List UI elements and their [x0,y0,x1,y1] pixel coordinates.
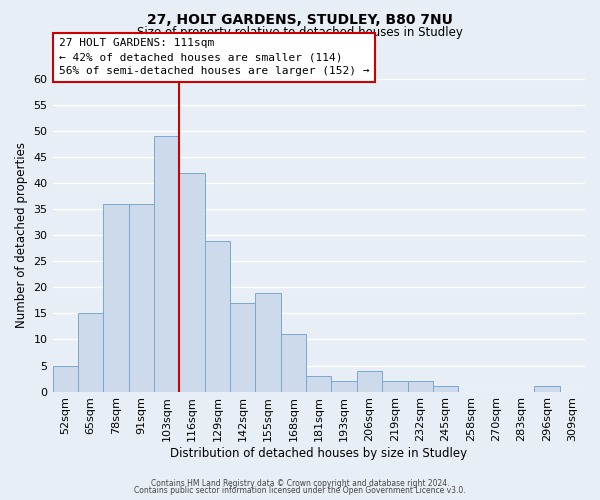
Bar [281,334,306,392]
Bar [103,204,128,392]
Bar [78,314,103,392]
Text: Contains public sector information licensed under the Open Government Licence v3: Contains public sector information licen… [134,486,466,495]
Bar [534,386,560,392]
Bar [179,173,205,392]
Bar [256,292,281,392]
Bar [382,381,407,392]
Bar [357,370,382,392]
Text: 27, HOLT GARDENS, STUDLEY, B80 7NU: 27, HOLT GARDENS, STUDLEY, B80 7NU [147,12,453,26]
Bar [128,204,154,392]
Text: 27 HOLT GARDENS: 111sqm
← 42% of detached houses are smaller (114)
56% of semi-d: 27 HOLT GARDENS: 111sqm ← 42% of detache… [59,38,369,76]
Text: Size of property relative to detached houses in Studley: Size of property relative to detached ho… [137,26,463,39]
Bar [407,381,433,392]
X-axis label: Distribution of detached houses by size in Studley: Distribution of detached houses by size … [170,447,467,460]
Bar [433,386,458,392]
Bar [230,303,256,392]
Bar [306,376,331,392]
Bar [53,366,78,392]
Bar [154,136,179,392]
Y-axis label: Number of detached properties: Number of detached properties [15,142,28,328]
Bar [331,381,357,392]
Text: Contains HM Land Registry data © Crown copyright and database right 2024.: Contains HM Land Registry data © Crown c… [151,478,449,488]
Bar [205,240,230,392]
